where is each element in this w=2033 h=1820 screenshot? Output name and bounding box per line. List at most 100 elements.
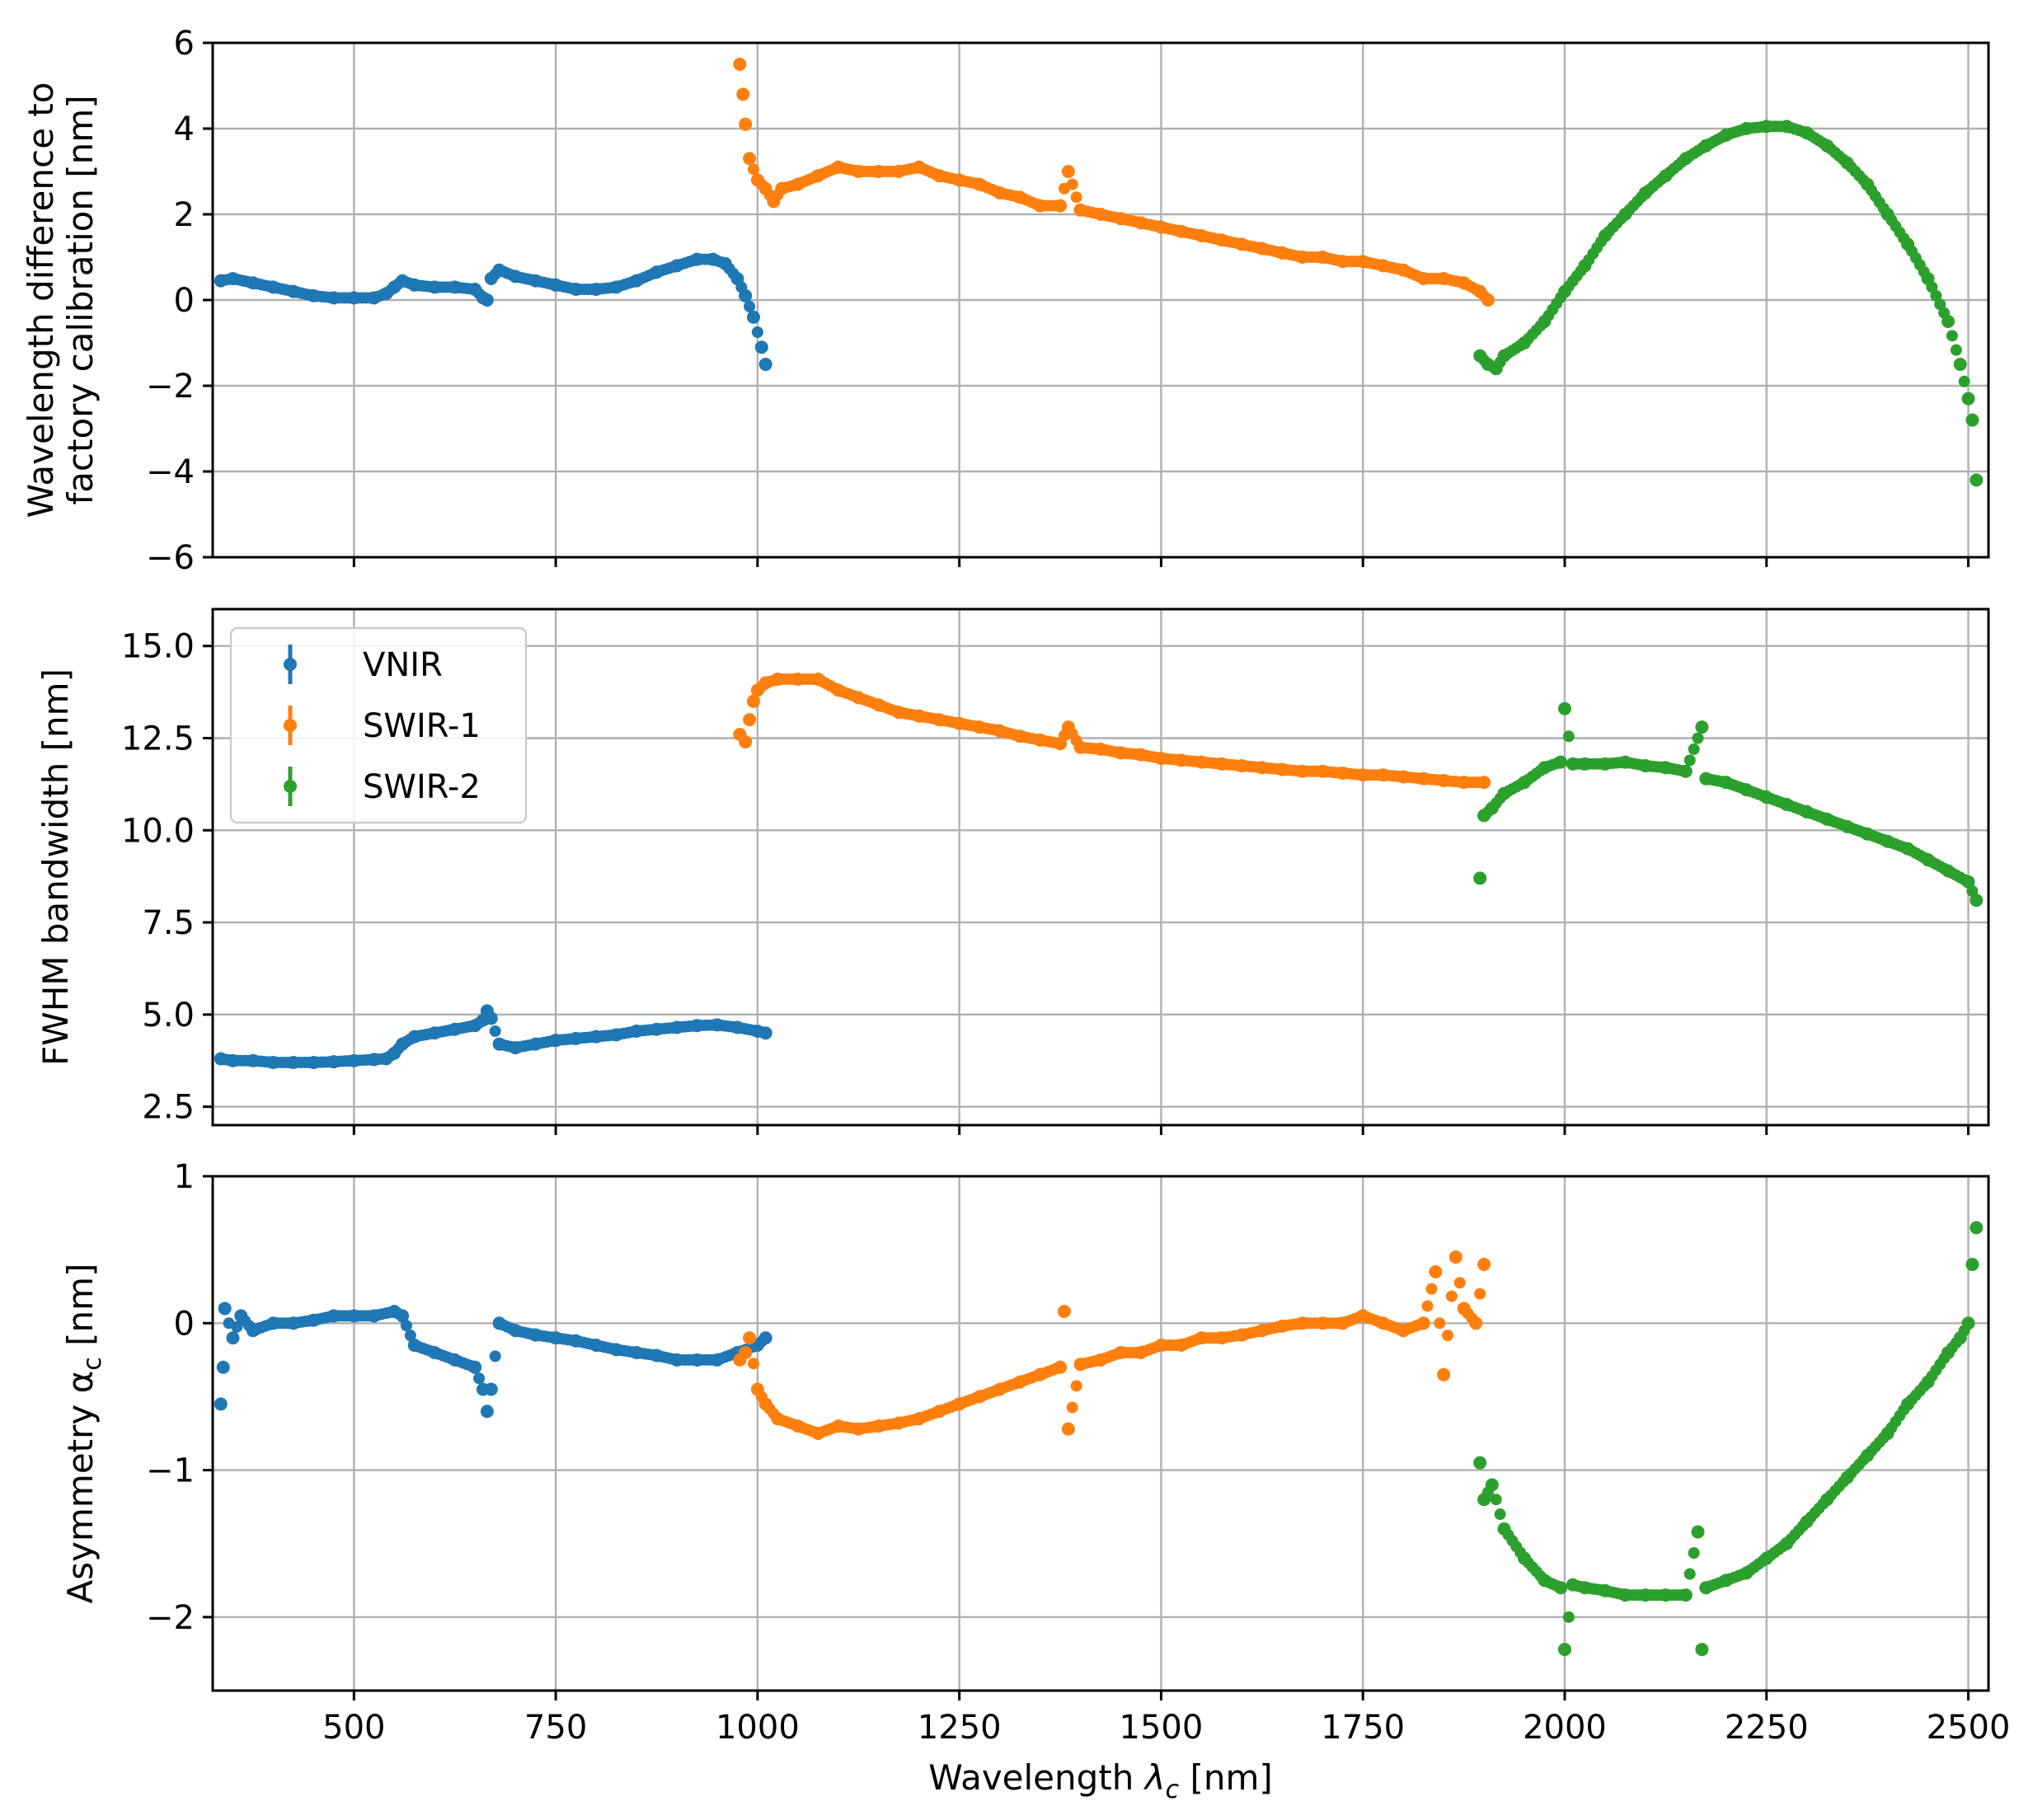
y-tick-label: 12.5 (121, 720, 195, 758)
series-swir-1 (733, 58, 1495, 307)
y-tick-label: −4 (146, 453, 195, 491)
data-point (1695, 720, 1709, 734)
data-point (1970, 894, 1984, 908)
legend-label: SWIR-1 (363, 707, 481, 745)
data-point (1683, 1568, 1696, 1580)
data-point (468, 1360, 482, 1374)
data-point (1453, 1277, 1466, 1289)
data-point (1953, 358, 1967, 371)
data-point (1926, 281, 1938, 293)
data-point (396, 1309, 410, 1323)
data-point (1970, 1221, 1984, 1235)
series-swir-2 (1473, 120, 1984, 487)
data-point (1961, 392, 1975, 406)
data-point (216, 1360, 230, 1374)
data-point (1469, 1316, 1483, 1330)
legend-box (229, 626, 528, 824)
data-point (1473, 1456, 1487, 1470)
data-point (747, 163, 759, 176)
panel-wavelength-difference: −6 −4 −2 0 2 4 6 Wavelength difference tofactor… (21, 25, 1990, 577)
data-point (404, 1330, 416, 1342)
data-point (746, 310, 760, 324)
y-tick-label: 2.5 (142, 1089, 195, 1127)
x-tick-label: 2500 (1927, 1709, 2011, 1747)
x-tick-label: 2250 (1725, 1709, 1809, 1747)
y-tick-label: 6 (174, 25, 195, 63)
series-swir-1 (733, 1250, 1491, 1440)
data-point (1066, 178, 1078, 190)
y-tick-label: −2 (146, 1599, 195, 1637)
series-swir-2 (1473, 1221, 1984, 1657)
data-point (1961, 875, 1975, 889)
data-point (1070, 191, 1082, 204)
x-axis-label: Wavelength λc [nm] (928, 1757, 1273, 1804)
data-point (1429, 1264, 1443, 1278)
data-point (1061, 165, 1075, 178)
data-point (758, 358, 772, 371)
data-point (1445, 1290, 1458, 1302)
data-point (754, 340, 768, 354)
data-point (1679, 1588, 1693, 1602)
y-axis-label: Asymmetry αc [nm] (60, 1264, 107, 1604)
legend-label: SWIR-2 (363, 768, 481, 806)
data-point (1692, 732, 1704, 744)
y-tick-label: −2 (146, 368, 195, 406)
y-axis-label: Wavelength difference tofactory calibrat… (21, 82, 101, 518)
series-vnir (214, 1004, 772, 1069)
y-tick-label: −1 (146, 1452, 195, 1490)
y-tick-label: 4 (174, 110, 195, 148)
data-point (1448, 1250, 1463, 1264)
data-point (739, 734, 753, 748)
data-point (733, 58, 747, 71)
legend-entry-swir-1: SWIR-1 (284, 706, 481, 745)
data-point (226, 1331, 240, 1345)
legend-entry-swir-2: SWIR-2 (284, 767, 481, 806)
data-point (1490, 1494, 1502, 1506)
data-point (743, 1331, 757, 1345)
data-point (744, 300, 756, 312)
x-tick-label: 1250 (918, 1709, 1002, 1747)
y-tick-label: −6 (146, 539, 195, 577)
data-point (1442, 1330, 1454, 1342)
data-point (1562, 730, 1575, 743)
y-tick-label: 7.5 (142, 904, 195, 942)
data-point (1946, 330, 1958, 342)
data-point (758, 1026, 772, 1040)
data-point (1688, 743, 1700, 755)
data-point (1950, 344, 1962, 356)
data-point (1477, 1257, 1491, 1271)
data-point (1070, 1380, 1082, 1392)
data-point (747, 1358, 759, 1370)
x-tick-label: 2000 (1523, 1709, 1607, 1747)
data-point (1054, 199, 1068, 213)
data-point (751, 326, 763, 338)
data-point (1554, 1581, 1568, 1595)
data-point (1557, 1643, 1571, 1657)
data-point (400, 1320, 412, 1332)
plot-frame (211, 607, 1990, 1127)
legend-marker (284, 780, 297, 793)
data-point (1554, 755, 1568, 769)
data-point (1557, 701, 1571, 715)
data-point (743, 713, 757, 727)
data-point (1970, 473, 1984, 487)
data-point (1066, 1401, 1078, 1414)
panel-fwhm-bandwidth: 2.5 5.0 7.5 10.0 12.5 15.0 FWHM bandwidth [nm]… (35, 607, 1990, 1135)
series-vnir (214, 1302, 772, 1419)
series-vnir (214, 252, 772, 371)
data-point (1695, 1643, 1709, 1657)
y-tick-label: 1 (174, 1158, 195, 1196)
data-point (1965, 413, 1979, 427)
legend-marker (284, 658, 297, 671)
data-point (739, 1345, 753, 1359)
data-point (1057, 1305, 1071, 1319)
x-tick-label: 1500 (1120, 1709, 1204, 1747)
x-tick-label: 1750 (1321, 1709, 1405, 1747)
series-swir-2 (1473, 701, 1984, 908)
series-swir-1 (733, 672, 1491, 790)
data-point (1958, 375, 1970, 387)
data-point (1562, 1611, 1575, 1623)
data-point (1965, 1257, 1979, 1271)
y-axis-label: FWHM bandwidth [nm] (35, 668, 76, 1066)
